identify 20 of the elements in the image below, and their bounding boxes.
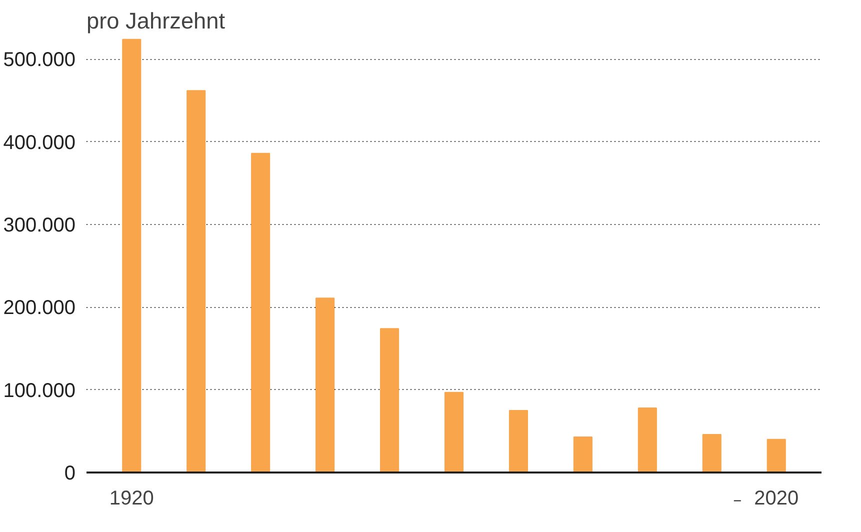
x-tick-label: 2020 — [754, 488, 799, 510]
bar — [638, 408, 657, 472]
bar — [316, 298, 335, 472]
bar — [251, 152, 270, 472]
bar — [444, 392, 464, 472]
y-tick-label: 200.000 — [3, 297, 76, 320]
bar — [122, 38, 142, 472]
bar — [508, 410, 528, 472]
y-tick-label: 0 — [64, 462, 76, 484]
y-tick-label: 300.000 — [3, 214, 76, 236]
y-tick-label: 500.000 — [3, 49, 76, 72]
bar — [573, 436, 592, 472]
y-tick-label: 400.000 — [3, 132, 76, 154]
bar — [702, 434, 722, 472]
bar — [380, 328, 400, 472]
bar — [766, 438, 786, 472]
y-tick-label: 100.000 — [3, 380, 76, 402]
x-tick-label: 1920 — [109, 488, 154, 510]
chart-title: pro Jahrzehnt — [86, 8, 226, 34]
bar — [186, 90, 206, 472]
